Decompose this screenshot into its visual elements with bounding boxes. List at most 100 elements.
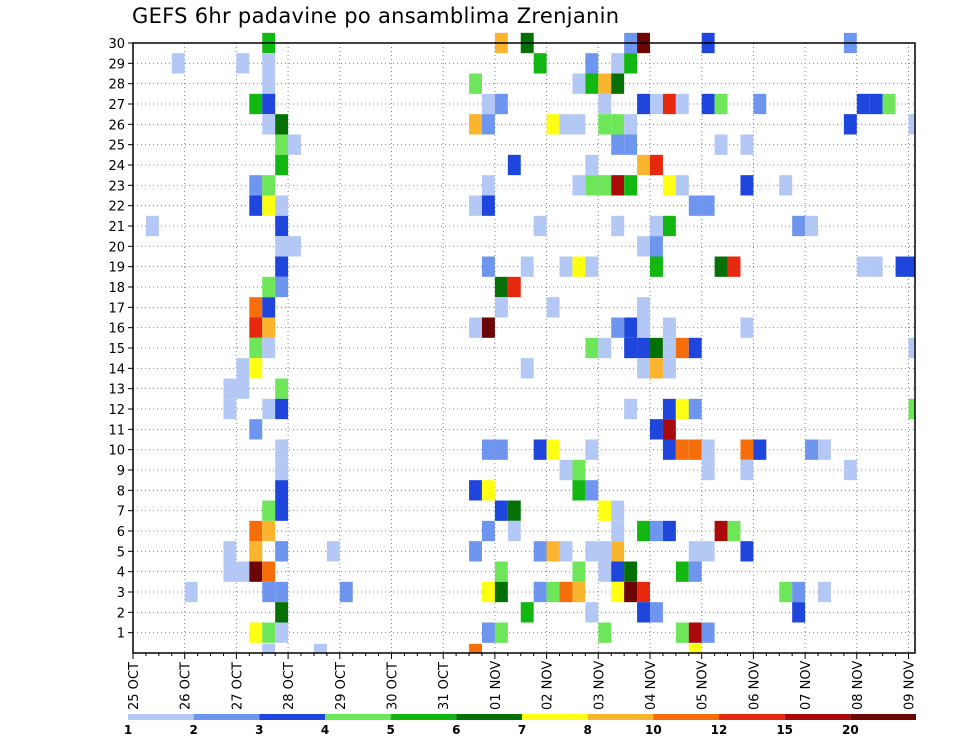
heatmap-cell xyxy=(753,93,767,115)
heatmap-cell xyxy=(650,602,663,623)
y-tick-label: 24 xyxy=(108,159,125,174)
y-tick-label: 19 xyxy=(108,261,125,276)
heatmap-cell xyxy=(275,215,289,237)
heatmap-cell xyxy=(585,480,599,501)
legend-tick-label: 1 xyxy=(124,723,132,737)
heatmap-cell xyxy=(262,93,276,115)
heatmap-cell xyxy=(494,297,508,318)
heatmap-cell xyxy=(598,114,612,135)
heatmap-cell xyxy=(740,134,754,155)
heatmap-cell xyxy=(533,439,547,460)
heatmap-cell xyxy=(637,236,650,257)
heatmap-cell xyxy=(624,337,638,359)
heatmap-cell xyxy=(275,276,289,298)
heatmap-cell xyxy=(249,622,263,643)
heatmap-cell xyxy=(843,459,857,481)
heatmap-cell xyxy=(326,541,340,562)
heatmap-cell xyxy=(572,256,586,277)
heatmap-cell xyxy=(339,581,353,603)
heatmap-cell xyxy=(469,480,482,501)
heatmap-cell xyxy=(262,276,276,298)
heatmap-cell xyxy=(275,541,289,562)
y-tick-label: 25 xyxy=(108,139,125,154)
heatmap-cell xyxy=(275,439,289,460)
heatmap-cell xyxy=(262,175,276,196)
heatmap-cell xyxy=(262,520,276,542)
heatmap-cell xyxy=(650,358,663,379)
legend-color-swatch xyxy=(653,714,719,720)
heatmap-cell xyxy=(469,643,482,653)
heatmap-cell xyxy=(546,439,560,460)
heatmap-cell xyxy=(481,439,495,460)
x-tick-label: 08 NOV xyxy=(851,661,866,710)
legend-color-swatch xyxy=(128,714,194,720)
y-tick-label: 18 xyxy=(108,281,125,296)
heatmap-cell xyxy=(624,175,638,196)
y-tick-label: 6 xyxy=(117,525,125,540)
heatmap-cell xyxy=(262,337,276,359)
heatmap-cell xyxy=(585,439,599,460)
heatmap-cell xyxy=(637,297,650,318)
heatmap-cell xyxy=(908,398,915,420)
heatmap-cell xyxy=(598,622,612,643)
x-tick-label: 27 OCT xyxy=(230,662,245,710)
heatmap-cell xyxy=(598,561,612,582)
y-tick-label: 14 xyxy=(108,362,125,377)
heatmap-cell xyxy=(546,541,560,562)
x-tick-label: 31 OCT xyxy=(437,662,452,710)
heatmap-cell xyxy=(727,520,741,542)
heatmap-cell xyxy=(662,175,676,196)
heatmap-cell xyxy=(805,439,819,460)
heatmap-cell xyxy=(598,500,612,521)
heatmap-cell xyxy=(559,114,573,135)
heatmap-cell xyxy=(469,114,482,135)
heatmap-cell xyxy=(662,93,676,115)
heatmap-cell xyxy=(507,520,521,542)
heatmap-cell xyxy=(494,581,508,603)
x-tick-label: 04 NOV xyxy=(644,661,659,710)
heatmap-cell xyxy=(481,480,495,501)
heatmap-cell xyxy=(249,541,263,562)
heatmap-cell xyxy=(223,561,237,582)
y-tick-label: 8 xyxy=(117,484,125,499)
heatmap-cell xyxy=(650,520,663,542)
heatmap-cell xyxy=(908,256,915,277)
heatmap-cell xyxy=(688,398,702,420)
y-tick-label: 10 xyxy=(108,444,125,459)
heatmap-cell xyxy=(262,581,276,603)
heatmap-cell xyxy=(611,317,625,338)
legend-color-swatch xyxy=(325,714,391,720)
heatmap-cell xyxy=(637,93,650,115)
heatmap-cell xyxy=(275,256,289,277)
heatmap-cell xyxy=(740,541,754,562)
legend-tick-label: 5 xyxy=(386,723,394,737)
heatmap-cell xyxy=(714,520,728,542)
heatmap-cell xyxy=(624,114,638,135)
y-tick-label: 27 xyxy=(108,98,125,113)
heatmap-cell xyxy=(637,581,650,603)
heatmap-cell xyxy=(701,93,715,115)
heatmap-cell xyxy=(637,337,650,359)
heatmap-cell xyxy=(249,175,263,196)
heatmap-cell xyxy=(611,53,625,74)
x-tick-label: 02 NOV xyxy=(541,661,556,710)
heatmap-cell xyxy=(611,561,625,582)
heatmap-cell xyxy=(727,256,741,277)
heatmap-cell xyxy=(262,73,276,94)
heatmap-cell xyxy=(598,73,612,94)
heatmap-cell xyxy=(611,175,625,196)
heatmap-cell xyxy=(650,337,663,359)
y-tick-label: 29 xyxy=(108,57,125,72)
heatmap-cell xyxy=(275,622,289,643)
heatmap-cell xyxy=(494,439,508,460)
heatmap-cell xyxy=(262,195,276,216)
heatmap-cell xyxy=(572,175,586,196)
y-tick-label: 1 xyxy=(117,627,125,642)
heatmap-cell xyxy=(869,93,883,115)
heatmap-cell xyxy=(481,175,495,196)
heatmap-cell xyxy=(662,398,676,420)
heatmap-cell xyxy=(546,114,560,135)
heatmap-cell xyxy=(856,256,870,277)
heatmap-cell xyxy=(611,73,625,94)
heatmap-cell xyxy=(753,439,767,460)
